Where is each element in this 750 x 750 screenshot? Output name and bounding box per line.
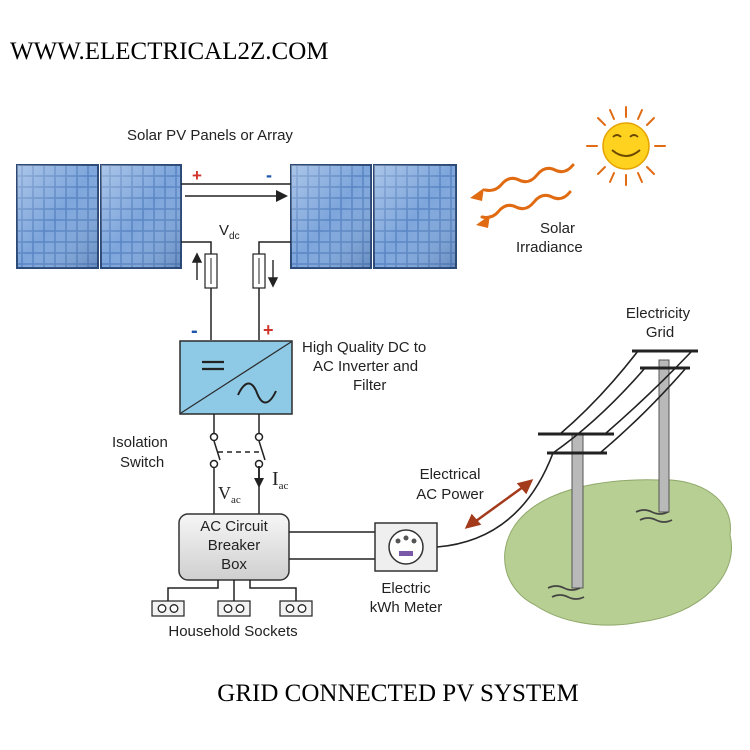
power-flow-arrow	[464, 479, 534, 529]
fuse-icon	[252, 253, 266, 289]
utility-pole-icon	[632, 349, 698, 523]
utility-pole-icon	[538, 432, 614, 600]
dc-wires	[181, 241, 291, 340]
isolation-label-line2: Switch	[120, 454, 164, 471]
vdc-label: Vdc	[219, 222, 240, 242]
panels-label: Solar PV Panels or Array	[127, 127, 293, 144]
sockets-label: Household Sockets	[168, 623, 297, 640]
sine-wave-icon	[237, 382, 277, 404]
solar-panel-4	[373, 164, 457, 269]
power-label-line1: Electrical	[420, 466, 481, 483]
isolation-label-line1: Isolation	[112, 434, 168, 451]
grid-label-line1: Electricity	[626, 305, 691, 322]
sun-icon	[586, 106, 666, 186]
solar-panel-2	[100, 164, 182, 269]
ac-current-arrow	[254, 466, 264, 488]
dc-symbol	[202, 360, 224, 371]
solar-label-line2: Irradiance	[516, 239, 583, 256]
grid-label-line2: Grid	[646, 324, 674, 341]
irradiance-rays	[470, 163, 575, 228]
solar-panel-1	[16, 164, 99, 269]
top-plus-sign: +	[192, 166, 202, 185]
iac-label: Iac	[272, 468, 289, 492]
vac-label: Vac	[218, 483, 241, 506]
inverter-label-line1: High Quality DC to	[302, 339, 426, 356]
switch-icon	[209, 414, 266, 514]
diagram-caption: GRID CONNECTED PV SYSTEM	[217, 680, 578, 707]
socket-wiring	[167, 580, 297, 601]
solar-label-line1: Solar	[540, 220, 575, 237]
dc-current-arrows	[191, 252, 279, 288]
solar-panel-array	[16, 164, 457, 269]
socket-icon	[151, 600, 185, 617]
top-minus-sign: -	[266, 165, 272, 185]
power-label-line2: AC Power	[416, 486, 484, 503]
inverter-minus-sign: -	[191, 320, 198, 342]
inverter-plus-sign: +	[263, 320, 274, 340]
socket-icon	[279, 600, 313, 617]
power-lines	[436, 350, 693, 548]
breaker-label-line1: AC Circuit	[200, 518, 268, 535]
meter-label-line2: kWh Meter	[370, 599, 443, 616]
kwh-meter-icon	[374, 522, 438, 572]
series-connection	[181, 183, 291, 202]
ac-feed-wires	[289, 531, 375, 560]
breaker-label-line3: Box	[221, 556, 247, 573]
socket-icon	[217, 600, 251, 617]
website-title: WWW.ELECTRICAL2Z.COM	[10, 38, 328, 65]
inverter-label-line2: AC Inverter and	[313, 358, 418, 375]
inverter-box	[179, 340, 293, 415]
inverter-label-line3: Filter	[353, 377, 386, 394]
fuse-icon	[204, 253, 218, 289]
meter-label-line1: Electric	[381, 580, 431, 597]
solar-panel-3	[290, 164, 372, 269]
breaker-label-line2: Breaker	[208, 537, 261, 554]
ground-patch	[504, 479, 732, 626]
